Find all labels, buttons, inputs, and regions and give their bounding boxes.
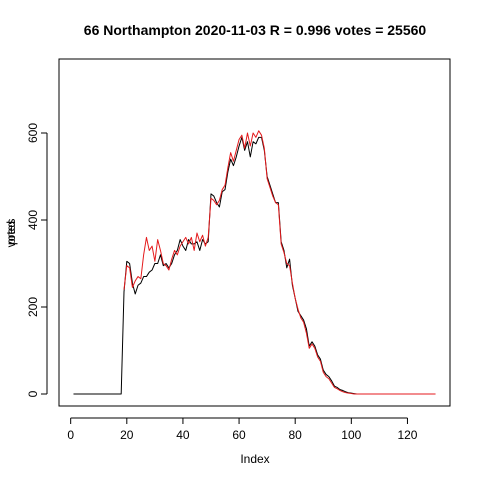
series-layer [73, 130, 436, 395]
x-tick-label: 0 [67, 428, 74, 442]
chart-title: 66 Northampton 2020-11-03 R = 0.996 vote… [84, 22, 427, 38]
y-axis-label: votes [4, 219, 18, 248]
x-tick-label: 100 [341, 428, 361, 442]
x-axis: 0 20 40 60 80 100 120 [67, 417, 418, 442]
x-tick-label: 80 [289, 428, 303, 442]
series-line-red [123, 130, 436, 395]
plot-frame [58, 58, 451, 407]
y-axis-label-overprint: pred [4, 221, 18, 245]
x-tick-label: 60 [232, 428, 246, 442]
y-axis-label-group: votes pred [4, 219, 18, 248]
series-line-black [73, 136, 436, 395]
x-axis-label: Index [240, 452, 269, 466]
y-tick-label: 0 [26, 390, 40, 397]
x-tick-label: 20 [120, 428, 134, 442]
x-tick-label: 40 [176, 428, 190, 442]
y-axis: 0 200 400 600 [26, 123, 48, 397]
x-tick-label: 120 [397, 428, 417, 442]
y-tick-label: 600 [26, 123, 40, 143]
y-tick-label: 200 [26, 297, 40, 317]
y-tick-label: 400 [26, 210, 40, 230]
